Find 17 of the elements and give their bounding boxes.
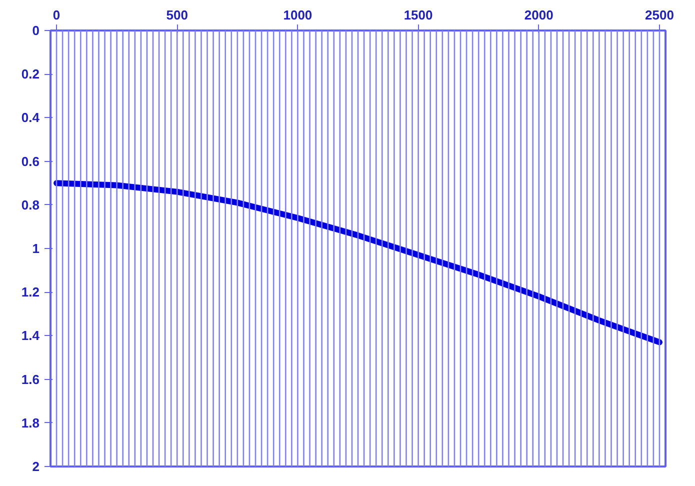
x-tick-label: 1000 <box>283 8 312 22</box>
y-tick-label: 2 <box>32 459 40 474</box>
x-tick-label: 2000 <box>524 8 554 22</box>
y-tick-label: 0.6 <box>21 154 40 169</box>
y-tick-label: 0.8 <box>21 197 40 212</box>
y-tick-label: 0 <box>32 23 40 38</box>
y-tick-label: 1.8 <box>21 415 40 430</box>
y-tick-label: 1.2 <box>21 284 40 300</box>
x-tick-label: 2500 <box>645 8 674 22</box>
y-tick-label: 1.6 <box>21 372 40 387</box>
x-tick-label: 1500 <box>404 8 433 22</box>
y-tick-label: 1.4 <box>21 328 40 344</box>
y-tick-label: 1 <box>32 241 40 256</box>
x-tick-label: 0 <box>52 8 60 22</box>
y-tick-label: 0.4 <box>21 110 40 126</box>
x-tick-label: 500 <box>166 8 188 22</box>
y-tick-label: 0.2 <box>21 66 40 82</box>
